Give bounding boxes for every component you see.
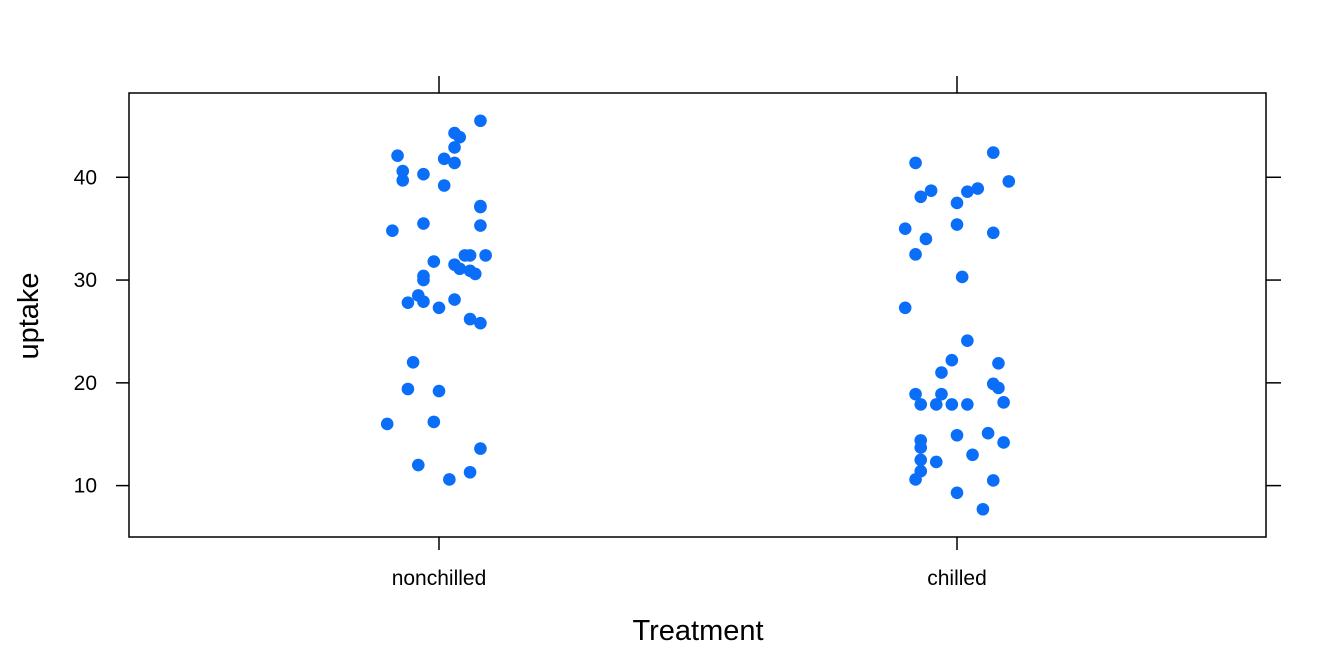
data-point (997, 436, 1010, 449)
data-point (976, 502, 990, 516)
data-point (961, 185, 974, 198)
data-point (479, 249, 492, 262)
data-point (411, 458, 425, 472)
data-point (950, 428, 964, 442)
data-point (986, 226, 1000, 240)
data-point (986, 146, 1000, 159)
data-point (961, 334, 974, 347)
data-point (401, 296, 415, 309)
data-point (992, 381, 1005, 395)
data-point (474, 114, 487, 128)
data-point (427, 255, 441, 268)
data-point (448, 141, 461, 154)
data-point (391, 149, 404, 162)
data-point (474, 316, 487, 330)
data-point (898, 222, 912, 235)
data-point (914, 441, 928, 454)
data-point (380, 417, 394, 431)
data-point (961, 398, 974, 411)
data-point (463, 465, 477, 479)
data-point (919, 232, 933, 246)
data-point (950, 196, 964, 210)
data-point (981, 426, 995, 440)
y-tick-label: 40 (74, 166, 97, 189)
data-point (935, 387, 948, 401)
data-point (417, 217, 430, 230)
x-axis-title: Treatment (632, 615, 763, 647)
data-point (924, 184, 938, 197)
data-point (437, 152, 451, 166)
data-point (945, 353, 959, 367)
data-point (914, 190, 928, 204)
data-point (427, 415, 441, 429)
data-point (929, 398, 943, 411)
data-point (437, 179, 451, 192)
data-point (950, 486, 964, 500)
data-point (914, 453, 928, 467)
x-tick-label: chilled (927, 567, 987, 590)
data-point (463, 312, 477, 326)
data-point (417, 295, 430, 308)
data-point (950, 218, 964, 231)
data-points (380, 114, 1016, 516)
data-point (997, 396, 1010, 409)
data-point (386, 224, 399, 238)
data-point (396, 164, 410, 178)
data-point (909, 248, 922, 261)
data-point (396, 174, 410, 187)
data-point (914, 398, 928, 411)
data-point (909, 387, 922, 401)
data-point (463, 249, 477, 262)
data-point (971, 182, 985, 195)
y-tick-label: 20 (74, 372, 97, 395)
data-point (401, 382, 415, 396)
data-point (986, 474, 1000, 487)
data-point (406, 355, 420, 369)
plot-panel (128, 92, 1267, 538)
data-point (468, 267, 482, 281)
data-point (432, 301, 446, 315)
data-point (443, 473, 456, 486)
axis-tick-labels: nonchilled chilled 10 20 30 40 (74, 166, 987, 590)
data-point (417, 167, 430, 181)
data-point (474, 442, 487, 455)
data-point (992, 357, 1005, 370)
y-tick-label: 10 (74, 475, 97, 498)
data-point (945, 398, 959, 411)
data-point (448, 156, 461, 170)
data-point (898, 301, 912, 315)
data-point (432, 384, 446, 398)
data-point (935, 366, 948, 379)
data-point (955, 270, 969, 284)
x-tick-label: nonchilled (392, 567, 487, 590)
data-point (453, 262, 467, 276)
data-point (474, 219, 487, 232)
data-point (474, 200, 487, 214)
data-point (909, 473, 922, 486)
data-point (929, 455, 943, 469)
axis-ticks (116, 76, 1281, 550)
y-axis-title: uptake (13, 272, 45, 359)
data-point (1002, 175, 1016, 188)
data-point (909, 156, 922, 170)
y-tick-label: 30 (74, 269, 97, 292)
data-point (453, 130, 467, 144)
data-point (417, 273, 430, 287)
data-point (966, 448, 979, 462)
data-point (448, 293, 461, 306)
